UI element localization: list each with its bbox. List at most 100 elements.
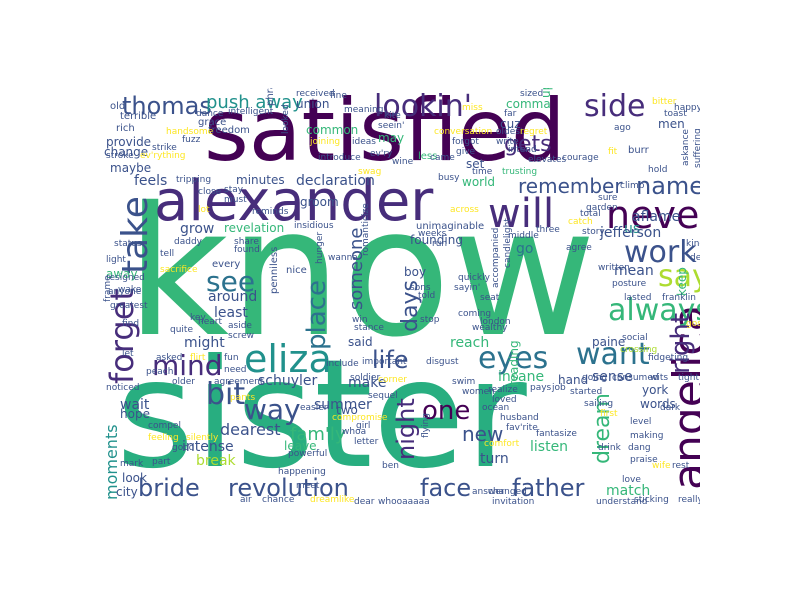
word-meaning: meaning	[344, 105, 384, 115]
word-pants: pants	[230, 393, 256, 403]
word-oldest: oldest	[496, 127, 524, 137]
word-screw: screw	[228, 331, 255, 341]
word-penniless: penniless	[269, 246, 280, 294]
word-aside: aside	[228, 321, 252, 331]
word-written: written	[598, 263, 630, 273]
word-level: level	[630, 417, 652, 427]
word-lookin: lookin'	[374, 89, 473, 124]
word-new: new	[462, 422, 504, 446]
word-happy: happy	[674, 103, 700, 113]
word-revelation: revelation	[224, 221, 285, 235]
word-time: time	[472, 167, 493, 177]
word-tight: tight	[678, 373, 699, 383]
word-around: around	[208, 289, 258, 305]
word-deep: deep	[690, 253, 700, 263]
word-must: must	[224, 195, 247, 205]
word-toast: toast	[664, 109, 687, 119]
word-meet: meet	[296, 481, 320, 491]
word-sons: sons	[410, 283, 431, 293]
word-stay: stay	[224, 185, 244, 195]
word-daddy: daddy	[174, 237, 202, 247]
word-dreamlike: dreamlike	[310, 495, 355, 505]
word-joining: joining	[310, 137, 341, 147]
word-dang: dang	[628, 443, 651, 453]
word-might: might	[184, 335, 225, 351]
word-include: include	[326, 359, 359, 369]
word-side: side	[584, 89, 646, 124]
word-minutes: minutes	[236, 173, 285, 187]
word-regret: regret	[520, 127, 548, 137]
word-city: city	[116, 485, 138, 499]
word-swim: swim	[452, 377, 476, 387]
word-two: two	[336, 403, 358, 417]
word-sense: sense	[592, 369, 633, 385]
word-away: away	[106, 267, 138, 281]
word-mean: mean	[614, 263, 654, 279]
word-change: change	[104, 145, 149, 159]
word-came: came	[430, 153, 455, 163]
word-kite: kite	[384, 111, 401, 121]
word-sacrifice: sacrifice	[160, 265, 198, 275]
word-tripping: tripping	[176, 175, 212, 185]
word-invitation: invitation	[492, 497, 535, 507]
word-answer: answer	[472, 487, 505, 497]
word-run: run	[432, 239, 448, 249]
word-sayin: sayin'	[454, 283, 481, 293]
word-wife: wife	[652, 461, 671, 471]
word-conversation: conversation	[434, 127, 493, 137]
word-handsome: handsome	[166, 127, 214, 137]
word-let: let	[122, 349, 134, 359]
word-reading: reading	[507, 340, 521, 386]
word-wealthy: wealthy	[472, 323, 508, 333]
word-franklin: franklin	[662, 293, 697, 303]
word-accompanied: accompanied	[491, 227, 501, 288]
word-disgust: disgust	[426, 357, 459, 367]
word-paine: paine	[592, 335, 626, 349]
word-grow: grow	[180, 221, 215, 237]
word-wits: wits	[650, 373, 669, 383]
word-founding: founding	[410, 233, 463, 247]
word-coming: coming	[458, 309, 492, 319]
word-quickly: quickly	[458, 273, 490, 283]
word-key: key	[190, 313, 206, 323]
word-push-away: push away	[206, 92, 303, 113]
word-stroke: stroke	[106, 151, 134, 161]
word-need: need	[224, 365, 247, 375]
word-greatest: greatest	[110, 301, 148, 311]
word-insidious: insidious	[294, 221, 334, 231]
word-courage: courage	[562, 153, 599, 163]
word-cuz: cuz	[500, 117, 521, 131]
word-miss: miss	[462, 103, 483, 113]
word-dark: dark	[660, 403, 681, 413]
word-story: story	[582, 227, 605, 237]
word-ideas: ideas	[352, 137, 376, 147]
word-going: going	[582, 373, 608, 383]
word-eyes: eyes	[478, 341, 549, 376]
word-comma: comma	[506, 97, 551, 111]
word-phrase: phrase	[265, 88, 276, 106]
word-look: look	[122, 471, 147, 485]
word-unimaginable: unimaginable	[416, 221, 485, 232]
word-husband: husband	[500, 413, 539, 423]
word-find: find	[122, 319, 140, 329]
word-union: union	[296, 97, 330, 111]
word-close: close	[198, 187, 222, 197]
word-peach: peach	[146, 367, 174, 377]
word-bitter: bitter	[652, 97, 677, 107]
word-girl: girl	[356, 421, 371, 431]
word-swag: swag	[358, 167, 382, 177]
word-intelligent: intelligent	[228, 107, 274, 117]
word-seein: seein'	[378, 121, 405, 131]
word-stop: stop	[420, 315, 440, 325]
word-see: see	[206, 265, 256, 298]
word-one: one	[422, 396, 471, 426]
word-mind: mind	[152, 349, 223, 382]
word-received: received	[296, 89, 335, 99]
word-fun: fun	[224, 353, 239, 363]
word-share: share	[234, 237, 259, 247]
word-busy: busy	[438, 173, 460, 183]
word-whooaaaaa: whooaaaaa	[378, 497, 430, 507]
word-elevates: elevates	[528, 155, 567, 165]
word-terrible: terrible	[120, 111, 157, 122]
word-bride: bride	[138, 474, 200, 502]
